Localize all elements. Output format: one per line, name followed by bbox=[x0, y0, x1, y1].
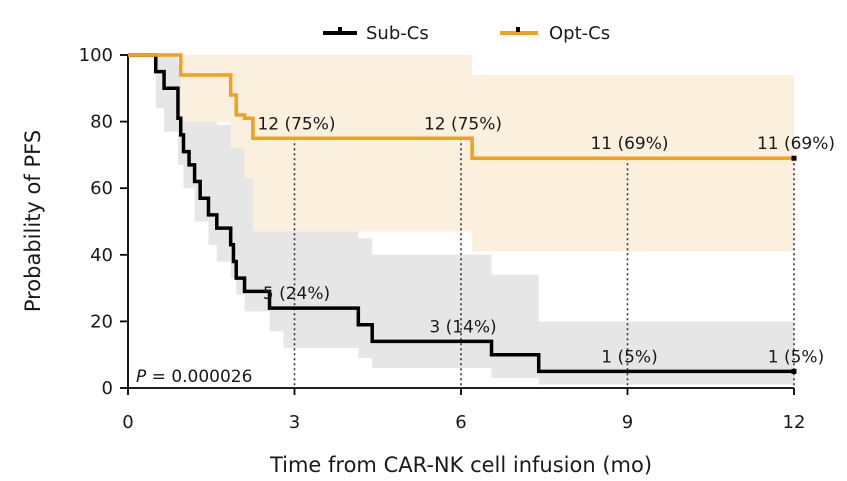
y-axis-title: Probability of PFS bbox=[21, 130, 45, 312]
guide-lines bbox=[293, 138, 795, 388]
annotation-opt-cs-month-3: 12 (75%) bbox=[257, 114, 335, 134]
y-tick-label-80: 80 bbox=[90, 112, 113, 133]
annotation-opt-cs-month-9: 11 (69%) bbox=[590, 134, 668, 154]
legend-item-sub-cs: Sub-Cs bbox=[323, 23, 429, 44]
y-tick-label-100: 100 bbox=[79, 45, 113, 66]
legend-label-sub-cs: Sub-Cs bbox=[366, 23, 429, 44]
survival-curves bbox=[128, 53, 797, 374]
legend-label-opt-cs: Opt-Cs bbox=[549, 23, 610, 44]
y-tick-label-20: 20 bbox=[90, 311, 113, 332]
survival-curve-opt-cs bbox=[128, 53, 794, 160]
y-tick-label-60: 60 bbox=[90, 178, 113, 199]
legend-item-opt-cs: Opt-Cs bbox=[500, 23, 610, 44]
p-value-symbol: P bbox=[136, 367, 147, 387]
ci-band-opt-cs bbox=[128, 55, 794, 252]
legend: Sub-Cs Opt-Cs bbox=[323, 23, 610, 44]
x-tick-label-9: 9 bbox=[622, 412, 633, 433]
p-value-text: P = 0.000026 bbox=[136, 367, 252, 387]
p-value-number: = 0.000026 bbox=[152, 367, 253, 387]
x-tick-label-0: 0 bbox=[122, 412, 133, 433]
y-tick-label-0: 0 bbox=[102, 378, 113, 399]
x-tick-label-12: 12 bbox=[783, 412, 806, 433]
survival-curve-sub-cs bbox=[128, 53, 794, 374]
annotation-labels: 12 (75%) 12 (75%) 11 (69%) 11 (69%) 5 (24%) 3… bbox=[257, 114, 835, 367]
annotation-sub-cs-month-3: 5 (24%) bbox=[263, 284, 330, 304]
legend-censor-opt-cs bbox=[516, 27, 520, 32]
x-axis-title: Time from CAR-NK cell infusion (mo) bbox=[269, 453, 652, 477]
axes: 0 20 40 60 80 100 0 3 6 9 12 bbox=[79, 45, 806, 433]
censor-mark-opt-cs-0 bbox=[791, 155, 797, 161]
censor-mark-sub-cs-0 bbox=[791, 368, 797, 374]
annotation-sub-cs-month-12: 1 (5%) bbox=[768, 347, 824, 367]
p-value: P = 0.000026 bbox=[136, 367, 252, 387]
confidence-bands bbox=[128, 55, 794, 385]
annotation-opt-cs-month-6: 12 (75%) bbox=[424, 114, 502, 134]
y-tick-label-40: 40 bbox=[90, 245, 113, 266]
annotation-sub-cs-month-6: 3 (14%) bbox=[429, 317, 496, 337]
ci-band-sub-cs bbox=[128, 55, 794, 385]
annotation-opt-cs-month-12: 11 (69%) bbox=[757, 134, 835, 154]
x-tick-label-3: 3 bbox=[289, 412, 300, 433]
annotation-sub-cs-month-9: 1 (5%) bbox=[601, 347, 657, 367]
x-tick-label-6: 6 bbox=[455, 412, 466, 433]
